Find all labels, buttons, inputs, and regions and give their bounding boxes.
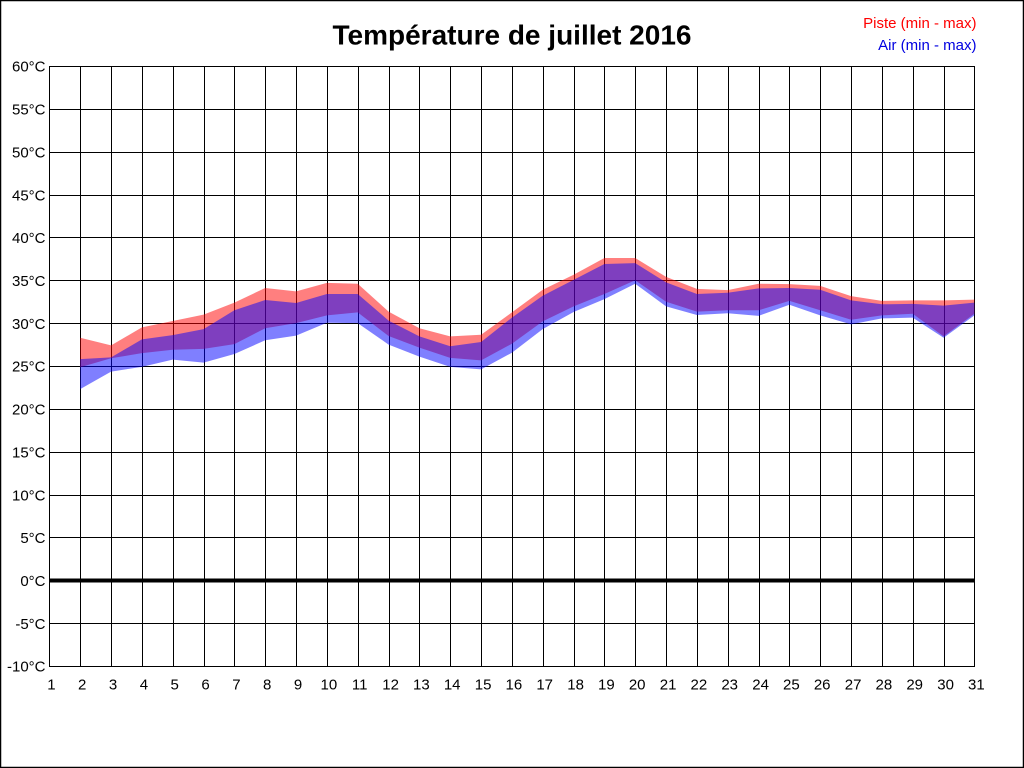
svg-text:20°C: 20°C: [12, 402, 46, 419]
svg-text:11: 11: [352, 677, 368, 694]
svg-text:10°C: 10°C: [12, 487, 46, 504]
svg-text:5°C: 5°C: [20, 530, 45, 547]
svg-text:35°C: 35°C: [12, 273, 46, 290]
svg-text:14: 14: [444, 677, 461, 694]
svg-text:18: 18: [567, 677, 584, 694]
svg-text:1: 1: [47, 677, 55, 694]
svg-text:7: 7: [232, 677, 240, 694]
svg-text:22: 22: [691, 677, 708, 694]
svg-text:60°C: 60°C: [12, 59, 46, 76]
svg-text:30°C: 30°C: [12, 316, 46, 333]
svg-text:4: 4: [140, 677, 148, 694]
svg-text:13: 13: [413, 677, 430, 694]
svg-text:25°C: 25°C: [12, 359, 46, 376]
svg-text:30: 30: [937, 677, 954, 694]
svg-text:Température de juillet 2016: Température de juillet 2016: [333, 20, 692, 51]
svg-text:3: 3: [109, 677, 117, 694]
svg-text:10: 10: [321, 677, 338, 694]
svg-text:15°C: 15°C: [12, 444, 46, 461]
svg-text:Piste (min - max): Piste (min - max): [863, 15, 976, 32]
svg-text:29: 29: [906, 677, 923, 694]
svg-text:17: 17: [536, 677, 553, 694]
svg-text:31: 31: [968, 677, 985, 694]
svg-text:25: 25: [783, 677, 800, 694]
svg-text:19: 19: [598, 677, 615, 694]
svg-text:2: 2: [78, 677, 86, 694]
svg-text:27: 27: [845, 677, 862, 694]
svg-text:0°C: 0°C: [20, 573, 45, 590]
svg-text:Air (min - max): Air (min - max): [878, 37, 976, 54]
svg-text:20: 20: [629, 677, 646, 694]
svg-text:24: 24: [752, 677, 769, 694]
svg-text:23: 23: [721, 677, 738, 694]
svg-text:26: 26: [814, 677, 831, 694]
svg-text:55°C: 55°C: [12, 102, 46, 119]
svg-text:9: 9: [294, 677, 302, 694]
svg-text:6: 6: [201, 677, 209, 694]
svg-text:16: 16: [506, 677, 523, 694]
svg-text:12: 12: [382, 677, 399, 694]
svg-text:21: 21: [660, 677, 677, 694]
svg-text:45°C: 45°C: [12, 187, 46, 204]
svg-text:15: 15: [475, 677, 492, 694]
svg-text:50°C: 50°C: [12, 144, 46, 161]
svg-text:40°C: 40°C: [12, 230, 46, 247]
svg-text:28: 28: [876, 677, 893, 694]
svg-text:5: 5: [171, 677, 179, 694]
svg-text:-10°C: -10°C: [7, 659, 46, 676]
svg-text:-5°C: -5°C: [15, 616, 45, 633]
svg-text:8: 8: [263, 677, 271, 694]
